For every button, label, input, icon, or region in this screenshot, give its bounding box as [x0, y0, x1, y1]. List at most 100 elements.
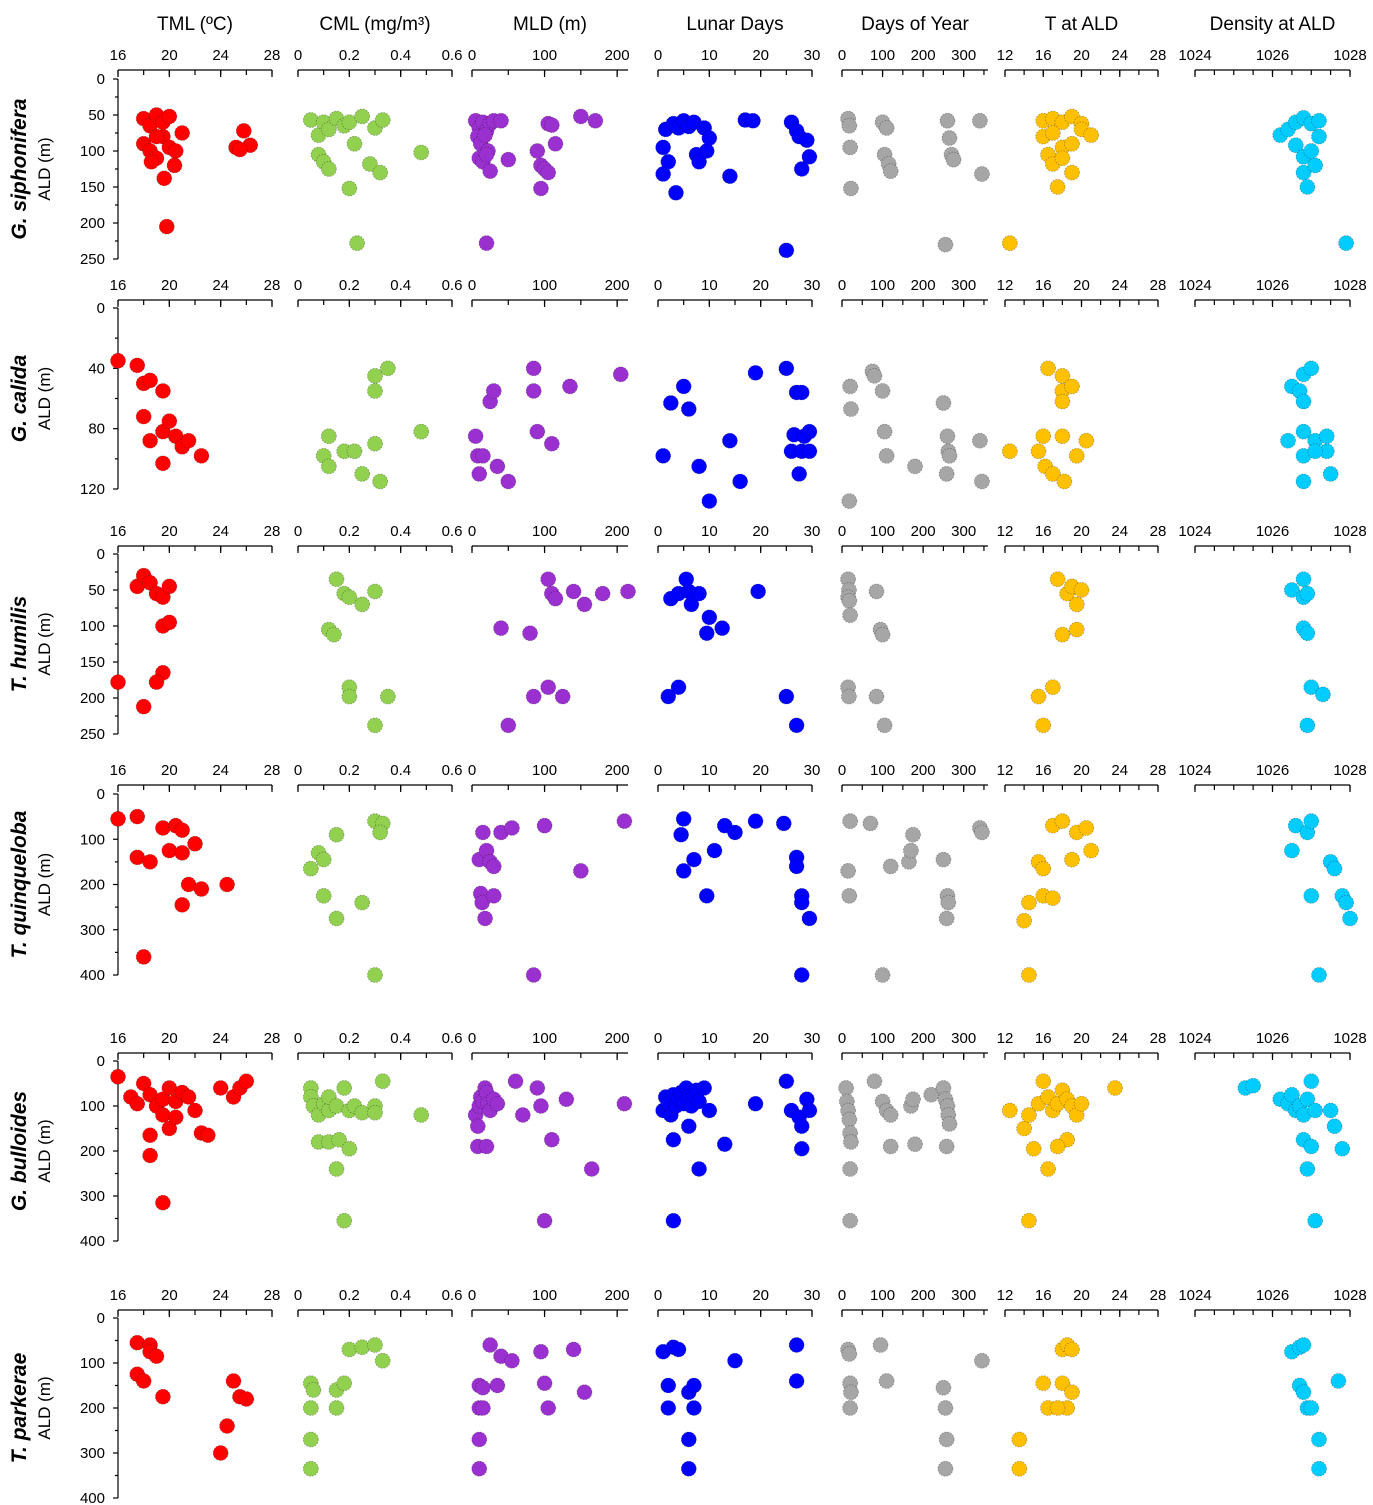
data-point: [788, 1373, 805, 1389]
x-tick-label: 28: [1150, 47, 1167, 64]
x-tick-label: 20: [1073, 762, 1090, 779]
data-point: [1299, 625, 1316, 642]
x-tick-label: 0.6: [442, 523, 463, 540]
x-tick-label: 1024: [1178, 47, 1211, 64]
x-tick-label: 100: [870, 47, 895, 64]
x-tick-label: 28: [1150, 277, 1167, 294]
data-point: [660, 1400, 677, 1416]
x-tick-label: 1028: [1333, 277, 1366, 294]
data-point: [1011, 1431, 1028, 1448]
x-tick-label: 200: [605, 1287, 630, 1304]
data-point: [680, 401, 697, 417]
data-point: [862, 815, 879, 832]
data-point: [372, 473, 389, 490]
data-point: [536, 817, 553, 834]
data-point: [1068, 447, 1085, 464]
data-point: [937, 1460, 954, 1477]
data-point: [874, 967, 891, 983]
data-point: [714, 620, 731, 637]
data-point: [974, 824, 990, 841]
y-tick-label: 0: [97, 546, 105, 563]
data-point: [148, 1348, 165, 1365]
data-point: [193, 447, 210, 464]
data-point: [507, 1073, 524, 1090]
data-point: [180, 432, 197, 449]
data-point: [842, 1161, 859, 1177]
x-tick-label: 16: [1035, 1287, 1052, 1304]
x-tick-label: 0.4: [390, 1030, 411, 1047]
data-point: [691, 1093, 707, 1110]
column-title-doy: Days of Year: [861, 14, 969, 35]
data-point: [525, 688, 542, 705]
data-point: [1322, 466, 1339, 482]
x-tick-label: 0: [654, 1030, 662, 1047]
data-point: [212, 1080, 229, 1096]
data-point: [148, 128, 165, 145]
subplot-dens: 1024 1026 1028: [1178, 1287, 1367, 1477]
data-point: [346, 135, 363, 152]
data-point: [558, 1091, 575, 1108]
data-point: [655, 166, 672, 182]
data-point: [142, 432, 158, 449]
x-tick-label: 10: [701, 47, 718, 64]
species-label: T. humilis: [8, 596, 31, 692]
data-point: [876, 717, 893, 734]
x-tick-label: 20: [752, 1287, 769, 1304]
x-tick-label: 30: [804, 277, 821, 294]
data-point: [219, 876, 235, 893]
subplot-tml: 16 20 24 28: [110, 762, 280, 965]
data-point: [670, 679, 687, 696]
data-point: [1287, 817, 1304, 834]
data-point: [721, 168, 738, 185]
data-point: [1040, 360, 1056, 377]
data-point: [367, 435, 383, 452]
data-point: [660, 153, 677, 170]
x-tick-label: 0: [468, 47, 476, 64]
data-point: [778, 688, 795, 705]
subplot-doy: 0 100 200 300: [838, 1287, 990, 1477]
x-tick-label: 10: [701, 1287, 718, 1304]
data-point: [572, 863, 589, 879]
data-point: [842, 378, 859, 395]
data-point: [660, 1377, 677, 1394]
data-point: [1303, 1138, 1320, 1155]
x-tick-label: 0.2: [339, 1287, 360, 1304]
x-tick-label: 1028: [1333, 47, 1366, 64]
x-tick-label: 30: [804, 523, 821, 540]
x-tick-label: 100: [870, 762, 895, 779]
data-point: [536, 1212, 553, 1229]
subplot-lunar: 0 10 20 30: [654, 1287, 820, 1477]
data-point: [485, 887, 502, 904]
data-point: [129, 357, 146, 374]
data-point: [500, 717, 517, 734]
data-point: [374, 1073, 391, 1090]
data-point: [504, 820, 520, 836]
data-point: [320, 458, 337, 475]
data-point: [1064, 135, 1080, 152]
data-point: [554, 688, 571, 705]
data-point: [529, 143, 546, 159]
data-point: [148, 674, 165, 691]
data-point: [1303, 813, 1320, 830]
data-point: [1295, 571, 1312, 588]
data-point: [482, 1337, 499, 1353]
data-point: [938, 1431, 955, 1448]
data-point: [1338, 894, 1355, 911]
data-point: [841, 117, 858, 134]
data-point: [745, 112, 761, 129]
data-point: [843, 1384, 859, 1401]
data-point: [840, 571, 856, 588]
data-point: [158, 218, 175, 235]
data-point: [665, 1131, 682, 1148]
species-label: G. bulloides: [8, 1091, 31, 1211]
species-label: T. parkerae: [8, 1352, 31, 1463]
data-point: [974, 1352, 990, 1369]
data-point: [583, 1161, 600, 1177]
data-point: [1299, 585, 1316, 602]
data-point: [1299, 717, 1316, 734]
data-point: [478, 235, 495, 252]
data-point: [842, 813, 859, 830]
data-point: [937, 1400, 954, 1416]
data-point: [1068, 1107, 1085, 1123]
subplot-tml: 16 20 24 28: [110, 1030, 280, 1211]
